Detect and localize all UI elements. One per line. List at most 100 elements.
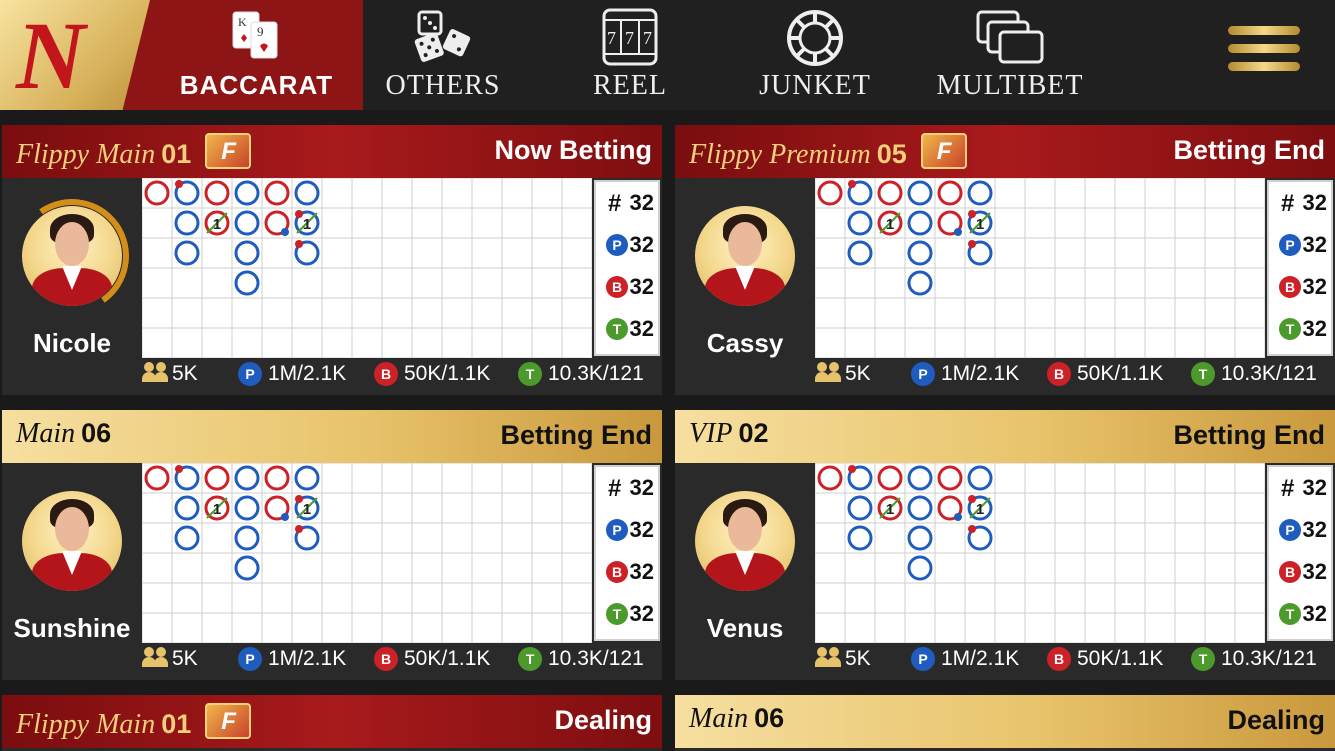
player-result-mark [907,555,933,581]
people-icon [142,647,168,667]
shoe-count: #32 [608,190,654,217]
table-name: VIP 02 [689,418,769,449]
tie-count: T 32 [1273,316,1331,346]
player-count: P 32 [600,517,658,547]
brand-logo[interactable]: N [0,0,170,110]
table-number: 05 [876,139,907,169]
dealer-name: Nicole [32,328,112,358]
tie-bet-limit: T 10.3K/121 [1191,362,1317,386]
player-result-mark [847,525,873,551]
table-name: Main 06 [16,418,112,449]
player-icon: P [911,362,935,386]
table-number: 06 [81,418,112,448]
tab-others[interactable]: OTHERS [363,0,523,110]
dealer-panel: Venus [675,463,815,653]
tie-count-label: 1 [303,501,311,518]
banker-icon: B [374,647,398,671]
player-result-mark [174,180,200,206]
banker-result-mark [144,465,170,491]
tab-label: JUNKET [759,70,871,101]
shoe-count: #32 [608,475,654,502]
banker-result-mark [937,210,963,236]
banker-result-mark [204,465,230,491]
bet-stats-bar: 5K P 1M/2.1K B 50K/1.1K T 10.3K/121 [142,645,662,675]
player-icon: P [606,234,628,256]
hash-icon: # [608,190,622,217]
player-icon: P [238,362,262,386]
tie-icon: T [606,318,628,340]
players-online: 5K [142,647,198,671]
player-result-mark: 1 [967,210,993,236]
tab-junket[interactable]: JUNKET [735,0,895,110]
player-result-mark [234,495,260,521]
player-result-mark [967,465,993,491]
hash-icon: # [1281,190,1295,217]
hamburger-menu-icon[interactable] [1228,26,1300,86]
player-result-mark [294,180,320,206]
banker-result-mark: 1 [204,210,230,236]
player-icon: P [238,647,262,671]
player-result-mark [234,465,260,491]
result-counts: #32 P 32 B 32 T 32 [1267,180,1333,356]
banker-result-mark [264,180,290,206]
tie-count: T 32 [600,601,658,631]
dealer-name: Venus [706,613,784,643]
tie-count: T 32 [1273,601,1331,631]
banker-bet-limit: B 50K/1.1K [1047,362,1163,386]
dealer-panel: Sunshine [2,463,142,653]
tie-count-label: 1 [976,216,984,233]
tie-count-label: 1 [303,216,311,233]
player-result-mark: 1 [967,495,993,521]
player-icon: P [1279,234,1301,256]
hash-icon: # [1281,475,1295,502]
chip-icon [785,8,845,73]
tab-multibet[interactable]: MULTIBET [925,0,1095,110]
player-result-mark [294,525,320,551]
player-result-mark: 1 [294,210,320,236]
table-status: Betting End [500,420,652,450]
table-status: Now Betting [494,135,652,165]
player-result-mark [174,525,200,551]
banker-result-mark [264,210,290,236]
banker-icon: B [1047,647,1071,671]
flippy-badge-icon [205,703,252,739]
banker-result-mark: 1 [204,495,230,521]
table-status: Betting End [1173,135,1325,165]
tie-bet-limit: T 10.3K/121 [518,362,644,386]
tab-baccarat[interactable]: K 9 BACCARAT [150,0,363,110]
player-result-mark [847,210,873,236]
tab-reel[interactable]: 7 7 7 REEL [550,0,710,110]
flippy-badge-icon [920,133,967,169]
player-bet-limit: P 1M/2.1K [911,647,1019,671]
banker-count: B 32 [1273,559,1331,589]
player-result-mark [294,465,320,491]
player-result-mark [907,495,933,521]
svg-text:7: 7 [607,28,616,48]
player-result-mark [967,525,993,551]
banker-icon: B [1279,561,1301,583]
people-icon [815,647,841,667]
player-icon: P [911,647,935,671]
table-card-6[interactable]: Main 06 Dealing [675,695,1335,751]
player-result-mark [907,210,933,236]
players-online: 5K [815,647,871,671]
result-counts: #32 P 32 B 32 T 32 [594,465,660,641]
shoe-count: #32 [1281,475,1327,502]
banker-icon: B [1047,362,1071,386]
player-bet-limit: P 1M/2.1K [238,362,346,386]
tab-label: BACCARAT [179,70,334,100]
tab-label: OTHERS [385,70,501,101]
dealer-panel: Nicole [2,178,142,368]
players-online: 5K [142,362,198,386]
player-icon: P [606,519,628,541]
